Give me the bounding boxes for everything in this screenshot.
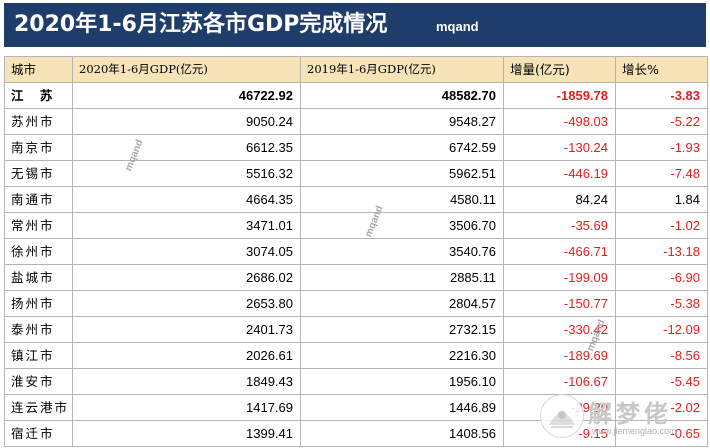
growth-cell: -1.02	[615, 212, 708, 239]
city-cell: 淮安市	[4, 368, 73, 395]
city-cell: 苏州市	[4, 108, 73, 135]
table-row: 泰州市 2401.73 2732.15 -330.42 -12.09	[4, 316, 708, 343]
gdp-2019-cell: 2216.30	[300, 342, 504, 369]
growth-cell: -0.65	[615, 420, 708, 447]
growth-cell: -3.83	[615, 82, 708, 109]
column-header-gdp-2020: 2020年1-6月GDP(亿元)	[72, 56, 301, 83]
growth-cell: -13.18	[615, 238, 708, 265]
growth-cell: -12.09	[615, 316, 708, 343]
total-row: 江 苏 46722.92 48582.70 -1859.78 -3.83	[4, 82, 708, 109]
city-cell: 镇江市	[4, 342, 73, 369]
gdp-2019-cell: 2732.15	[300, 316, 504, 343]
title-mark: mqand	[436, 19, 479, 34]
title-bar: 2020年1-6月江苏各市GDP完成情况 mqand	[4, 3, 706, 47]
growth-cell: -6.90	[615, 264, 708, 291]
table-header-row: 城市 2020年1-6月GDP(亿元) 2019年1-6月GDP(亿元) 增量(…	[4, 56, 708, 83]
increase-cell: -330.42	[503, 316, 616, 343]
city-cell: 泰州市	[4, 316, 73, 343]
gdp-2019-cell: 1446.89	[300, 394, 504, 421]
growth-cell: -5.22	[615, 108, 708, 135]
increase-cell: -189.69	[503, 342, 616, 369]
table-row: 淮安市 1849.43 1956.10 -106.67 -5.45	[4, 368, 708, 395]
gdp-2020-cell: 4664.35	[72, 186, 301, 213]
growth-cell: 1.84	[615, 186, 708, 213]
gdp-2019-cell: 1408.56	[300, 420, 504, 447]
site-logo: 解梦佬 www.jiemenglao.com	[540, 392, 704, 446]
growth-cell: -2.02	[615, 394, 708, 421]
gdp-2019-cell: 1956.10	[300, 368, 504, 395]
gdp-2019-cell: 3540.76	[300, 238, 504, 265]
growth-cell: -5.45	[615, 368, 708, 395]
gdp-2020-cell: 1849.43	[72, 368, 301, 395]
table-row: 南京市 6612.35 6742.59 -130.24 -1.93	[4, 134, 708, 161]
gdp-2020-cell: 46722.92	[72, 82, 301, 109]
city-cell: 徐州市	[4, 238, 73, 265]
increase-cell: 84.24	[503, 186, 616, 213]
gdp-2020-cell: 5516.32	[72, 160, 301, 187]
gdp-2019-cell: 2885.11	[300, 264, 504, 291]
increase-cell: -35.69	[503, 212, 616, 239]
gdp-2020-cell: 1417.69	[72, 394, 301, 421]
table-row: 扬州市 2653.80 2804.57 -150.77 -5.38	[4, 290, 708, 317]
city-cell: 常州市	[4, 212, 73, 239]
logo-icon	[540, 394, 584, 438]
gdp-2020-cell: 2686.02	[72, 264, 301, 291]
table-row: 盐城市 2686.02 2885.11 -199.09 -6.90	[4, 264, 708, 291]
growth-cell: -7.48	[615, 160, 708, 187]
column-header-gdp-2019: 2019年1-6月GDP(亿元)	[300, 56, 504, 83]
logo-url: www.jiemenglao.com	[592, 426, 677, 436]
increase-cell: -1859.78	[503, 82, 616, 109]
page-title: 2020年1-6月江苏各市GDP完成情况	[14, 12, 388, 37]
increase-cell: -199.09	[503, 264, 616, 291]
growth-cell: -1.93	[615, 134, 708, 161]
logo-text: 解梦佬	[588, 400, 672, 428]
table-row: 徐州市 3074.05 3540.76 -466.71 -13.18	[4, 238, 708, 265]
city-cell: 南京市	[4, 134, 73, 161]
increase-cell: -150.77	[503, 290, 616, 317]
city-cell: 南通市	[4, 186, 73, 213]
gdp-2019-cell: 3506.70	[300, 212, 504, 239]
table-row: 宿迁市 1399.41 1408.56 -9.15 -0.65	[4, 420, 708, 447]
table-row: 镇江市 2026.61 2216.30 -189.69 -8.56	[4, 342, 708, 369]
gdp-2019-cell: 5962.51	[300, 160, 504, 187]
growth-cell: -8.56	[615, 342, 708, 369]
city-cell: 扬州市	[4, 290, 73, 317]
increase-cell: -498.03	[503, 108, 616, 135]
gdp-2020-cell: 2026.61	[72, 342, 301, 369]
increase-cell: -130.24	[503, 134, 616, 161]
city-cell: 江 苏	[4, 82, 73, 109]
gdp-table: 城市 2020年1-6月GDP(亿元) 2019年1-6月GDP(亿元) 增量(…	[4, 56, 708, 447]
gdp-2020-cell: 3471.01	[72, 212, 301, 239]
city-cell: 宿迁市	[4, 420, 73, 447]
gdp-2019-cell: 2804.57	[300, 290, 504, 317]
gdp-2019-cell: 9548.27	[300, 108, 504, 135]
table-row: 苏州市 9050.24 9548.27 -498.03 -5.22	[4, 108, 708, 135]
gdp-2020-cell: 9050.24	[72, 108, 301, 135]
gdp-2019-cell: 6742.59	[300, 134, 504, 161]
column-header-growth: 增长%	[615, 56, 708, 83]
gdp-2020-cell: 6612.35	[72, 134, 301, 161]
gdp-2020-cell: 3074.05	[72, 238, 301, 265]
column-header-city: 城市	[4, 56, 73, 83]
city-cell: 盐城市	[4, 264, 73, 291]
growth-cell: -5.38	[615, 290, 708, 317]
gdp-2019-cell: 48582.70	[300, 82, 504, 109]
city-cell: 无锡市	[4, 160, 73, 187]
table-row: 常州市 3471.01 3506.70 -35.69 -1.02	[4, 212, 708, 239]
table-row: 南通市 4664.35 4580.11 84.24 1.84	[4, 186, 708, 213]
table-row: 无锡市 5516.32 5962.51 -446.19 -7.48	[4, 160, 708, 187]
gdp-2020-cell: 2653.80	[72, 290, 301, 317]
increase-cell: -466.71	[503, 238, 616, 265]
increase-cell: -446.19	[503, 160, 616, 187]
gdp-2020-cell: 1399.41	[72, 420, 301, 447]
column-header-increase: 增量(亿元)	[503, 56, 616, 83]
gdp-2019-cell: 4580.11	[300, 186, 504, 213]
increase-cell: -106.67	[503, 368, 616, 395]
gdp-2020-cell: 2401.73	[72, 316, 301, 343]
city-cell: 连云港市	[4, 394, 73, 421]
